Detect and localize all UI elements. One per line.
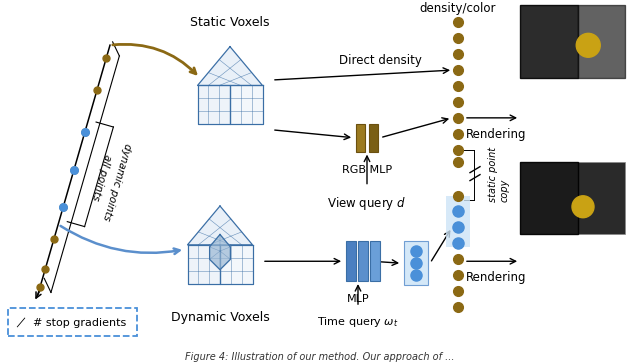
Text: $\not$: $\not$: [17, 316, 28, 330]
Text: all points: all points: [90, 153, 112, 201]
Text: static point
copy: static point copy: [488, 147, 509, 202]
Text: density/color: density/color: [420, 2, 496, 15]
FancyBboxPatch shape: [520, 162, 578, 234]
FancyBboxPatch shape: [520, 162, 625, 234]
Polygon shape: [198, 47, 262, 86]
Text: Time query $\omega_t$: Time query $\omega_t$: [317, 315, 399, 329]
FancyBboxPatch shape: [369, 124, 378, 152]
FancyBboxPatch shape: [520, 5, 625, 78]
Polygon shape: [220, 245, 253, 284]
Text: MLP: MLP: [347, 294, 369, 304]
FancyBboxPatch shape: [8, 308, 137, 336]
FancyBboxPatch shape: [358, 241, 368, 281]
Polygon shape: [210, 234, 230, 270]
Text: View query $d$: View query $d$: [328, 195, 406, 212]
Circle shape: [576, 33, 600, 57]
FancyBboxPatch shape: [370, 241, 380, 281]
FancyBboxPatch shape: [346, 241, 356, 281]
Circle shape: [572, 196, 594, 218]
Text: # stop gradients: # stop gradients: [33, 318, 127, 328]
FancyBboxPatch shape: [356, 124, 365, 152]
Text: $t$-th Frame: $t$-th Frame: [541, 176, 604, 189]
FancyBboxPatch shape: [446, 196, 470, 247]
Text: Rendering: Rendering: [466, 271, 526, 284]
Polygon shape: [188, 245, 220, 284]
Text: RGB MLP: RGB MLP: [342, 165, 392, 175]
FancyBboxPatch shape: [578, 5, 625, 78]
Polygon shape: [198, 86, 230, 125]
FancyBboxPatch shape: [404, 241, 428, 285]
Text: Mean Frame: Mean Frame: [536, 19, 609, 32]
Text: Direct density: Direct density: [339, 54, 421, 66]
Text: Rendering: Rendering: [466, 128, 526, 141]
Polygon shape: [230, 86, 262, 125]
Text: Static Voxels: Static Voxels: [190, 16, 269, 29]
Text: Figure 4: Illustration of our method. Our approach of ...: Figure 4: Illustration of our method. Ou…: [185, 352, 455, 362]
Text: dynamic points: dynamic points: [101, 142, 133, 222]
Text: Dynamic Voxels: Dynamic Voxels: [171, 310, 269, 323]
Polygon shape: [188, 206, 253, 245]
FancyBboxPatch shape: [520, 5, 578, 78]
